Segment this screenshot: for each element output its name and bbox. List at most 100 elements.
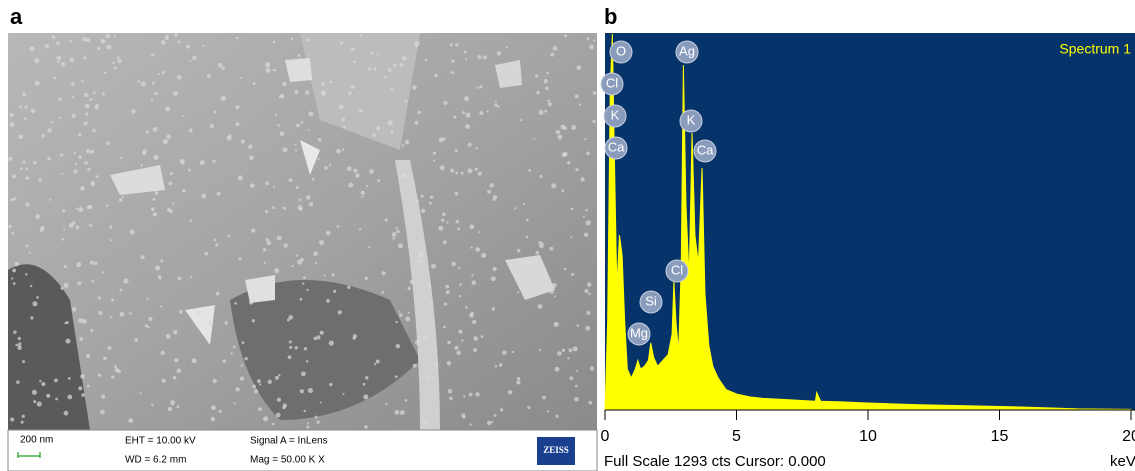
peak-label: Si xyxy=(645,293,657,308)
sem-particle xyxy=(277,236,282,241)
signal: Signal A = InLens xyxy=(250,436,328,447)
sem-particle xyxy=(63,228,65,230)
sem-particle xyxy=(454,346,458,350)
sem-particle xyxy=(238,175,243,180)
sem-particle xyxy=(111,298,114,301)
sem-particle xyxy=(415,121,419,125)
sem-particle xyxy=(300,298,303,301)
sem-particle xyxy=(154,92,158,96)
sem-particle xyxy=(264,262,266,264)
sem-particle xyxy=(265,68,270,73)
sem-particle xyxy=(18,337,21,340)
sem-particle xyxy=(67,395,72,400)
sem-particle xyxy=(471,274,473,276)
sem-particle xyxy=(30,316,33,319)
sem-particle xyxy=(593,91,597,95)
sem-particle xyxy=(59,117,61,119)
scale-bar-label: 200 nm xyxy=(20,435,53,446)
sem-particle xyxy=(120,312,125,317)
sem-particle xyxy=(306,360,309,363)
sem-particle xyxy=(148,317,152,321)
sem-particle xyxy=(430,196,433,199)
sem-particle xyxy=(62,238,65,241)
sem-particle xyxy=(108,346,112,350)
sem-particle xyxy=(550,53,554,57)
sem-particle xyxy=(182,115,184,117)
sem-particle xyxy=(495,100,497,102)
sem-particle xyxy=(491,276,496,281)
sem-particle xyxy=(306,289,308,291)
sem-particle xyxy=(459,295,461,297)
sem-particle xyxy=(84,161,88,165)
sem-particle xyxy=(303,410,305,412)
sem-particle xyxy=(202,45,204,47)
sem-particle xyxy=(489,183,494,188)
sem-particle xyxy=(390,130,393,133)
sem-particle xyxy=(21,421,24,424)
sem-particle xyxy=(455,149,458,152)
sem-particle xyxy=(179,310,183,314)
sem-particle xyxy=(284,243,288,247)
sem-particle xyxy=(65,339,70,344)
sem-particle xyxy=(465,124,470,129)
sem-particle xyxy=(18,134,23,139)
sem-particle xyxy=(299,207,303,211)
sem-particle xyxy=(170,172,173,175)
sem-particle xyxy=(461,339,463,341)
sem-particle xyxy=(213,111,216,114)
sem-particle xyxy=(181,161,185,165)
sem-particle xyxy=(80,374,85,379)
peak-label: O xyxy=(616,43,626,58)
sem-particle xyxy=(493,198,496,201)
sem-particle xyxy=(348,91,352,95)
sem-particle xyxy=(140,164,143,167)
sem-particle xyxy=(456,351,461,356)
sem-particle xyxy=(590,366,594,370)
sem-particle xyxy=(141,255,145,259)
sem-particle xyxy=(163,139,168,144)
sem-particle xyxy=(236,122,240,126)
sem-particle xyxy=(66,321,69,324)
sem-particle xyxy=(12,174,16,178)
sem-particle xyxy=(575,168,578,171)
sem-particle xyxy=(563,126,567,130)
sem-particle xyxy=(577,65,582,70)
sem-particle xyxy=(84,93,88,97)
sem-particle xyxy=(567,357,569,359)
sem-particle xyxy=(102,92,105,95)
sem-particle xyxy=(96,175,99,178)
sem-particle xyxy=(234,302,237,305)
sem-particle xyxy=(588,401,592,405)
sem-particle xyxy=(244,357,247,360)
sem-particle xyxy=(469,423,471,425)
sem-particle xyxy=(215,243,218,246)
sem-particle xyxy=(562,349,565,352)
sem-particle xyxy=(363,383,366,386)
sem-particle xyxy=(283,147,288,152)
sem-particle xyxy=(585,326,590,331)
sem-particle xyxy=(459,283,462,286)
sem-particle xyxy=(196,310,201,315)
sem-particle xyxy=(90,98,92,100)
sem-particle xyxy=(329,383,332,386)
sem-particle xyxy=(68,377,71,380)
sem-particle xyxy=(456,220,460,224)
sem-particle xyxy=(33,400,36,403)
sem-particle xyxy=(471,280,476,285)
sem-particle xyxy=(288,355,292,359)
sem-particle xyxy=(411,268,413,270)
sem-particle xyxy=(526,219,529,222)
sem-particle xyxy=(441,219,444,222)
sem-particle xyxy=(159,277,161,279)
sem-particle xyxy=(30,285,32,287)
x-tick-label: 0 xyxy=(601,428,610,445)
sem-particle xyxy=(160,260,163,263)
sem-particle xyxy=(588,293,590,295)
sem-particle xyxy=(473,348,477,352)
sem-particle xyxy=(308,388,313,393)
sem-particle xyxy=(341,118,345,122)
sem-particle xyxy=(307,64,311,68)
sem-particle xyxy=(526,236,529,239)
sem-particle xyxy=(447,341,451,345)
sem-particle xyxy=(372,133,375,136)
